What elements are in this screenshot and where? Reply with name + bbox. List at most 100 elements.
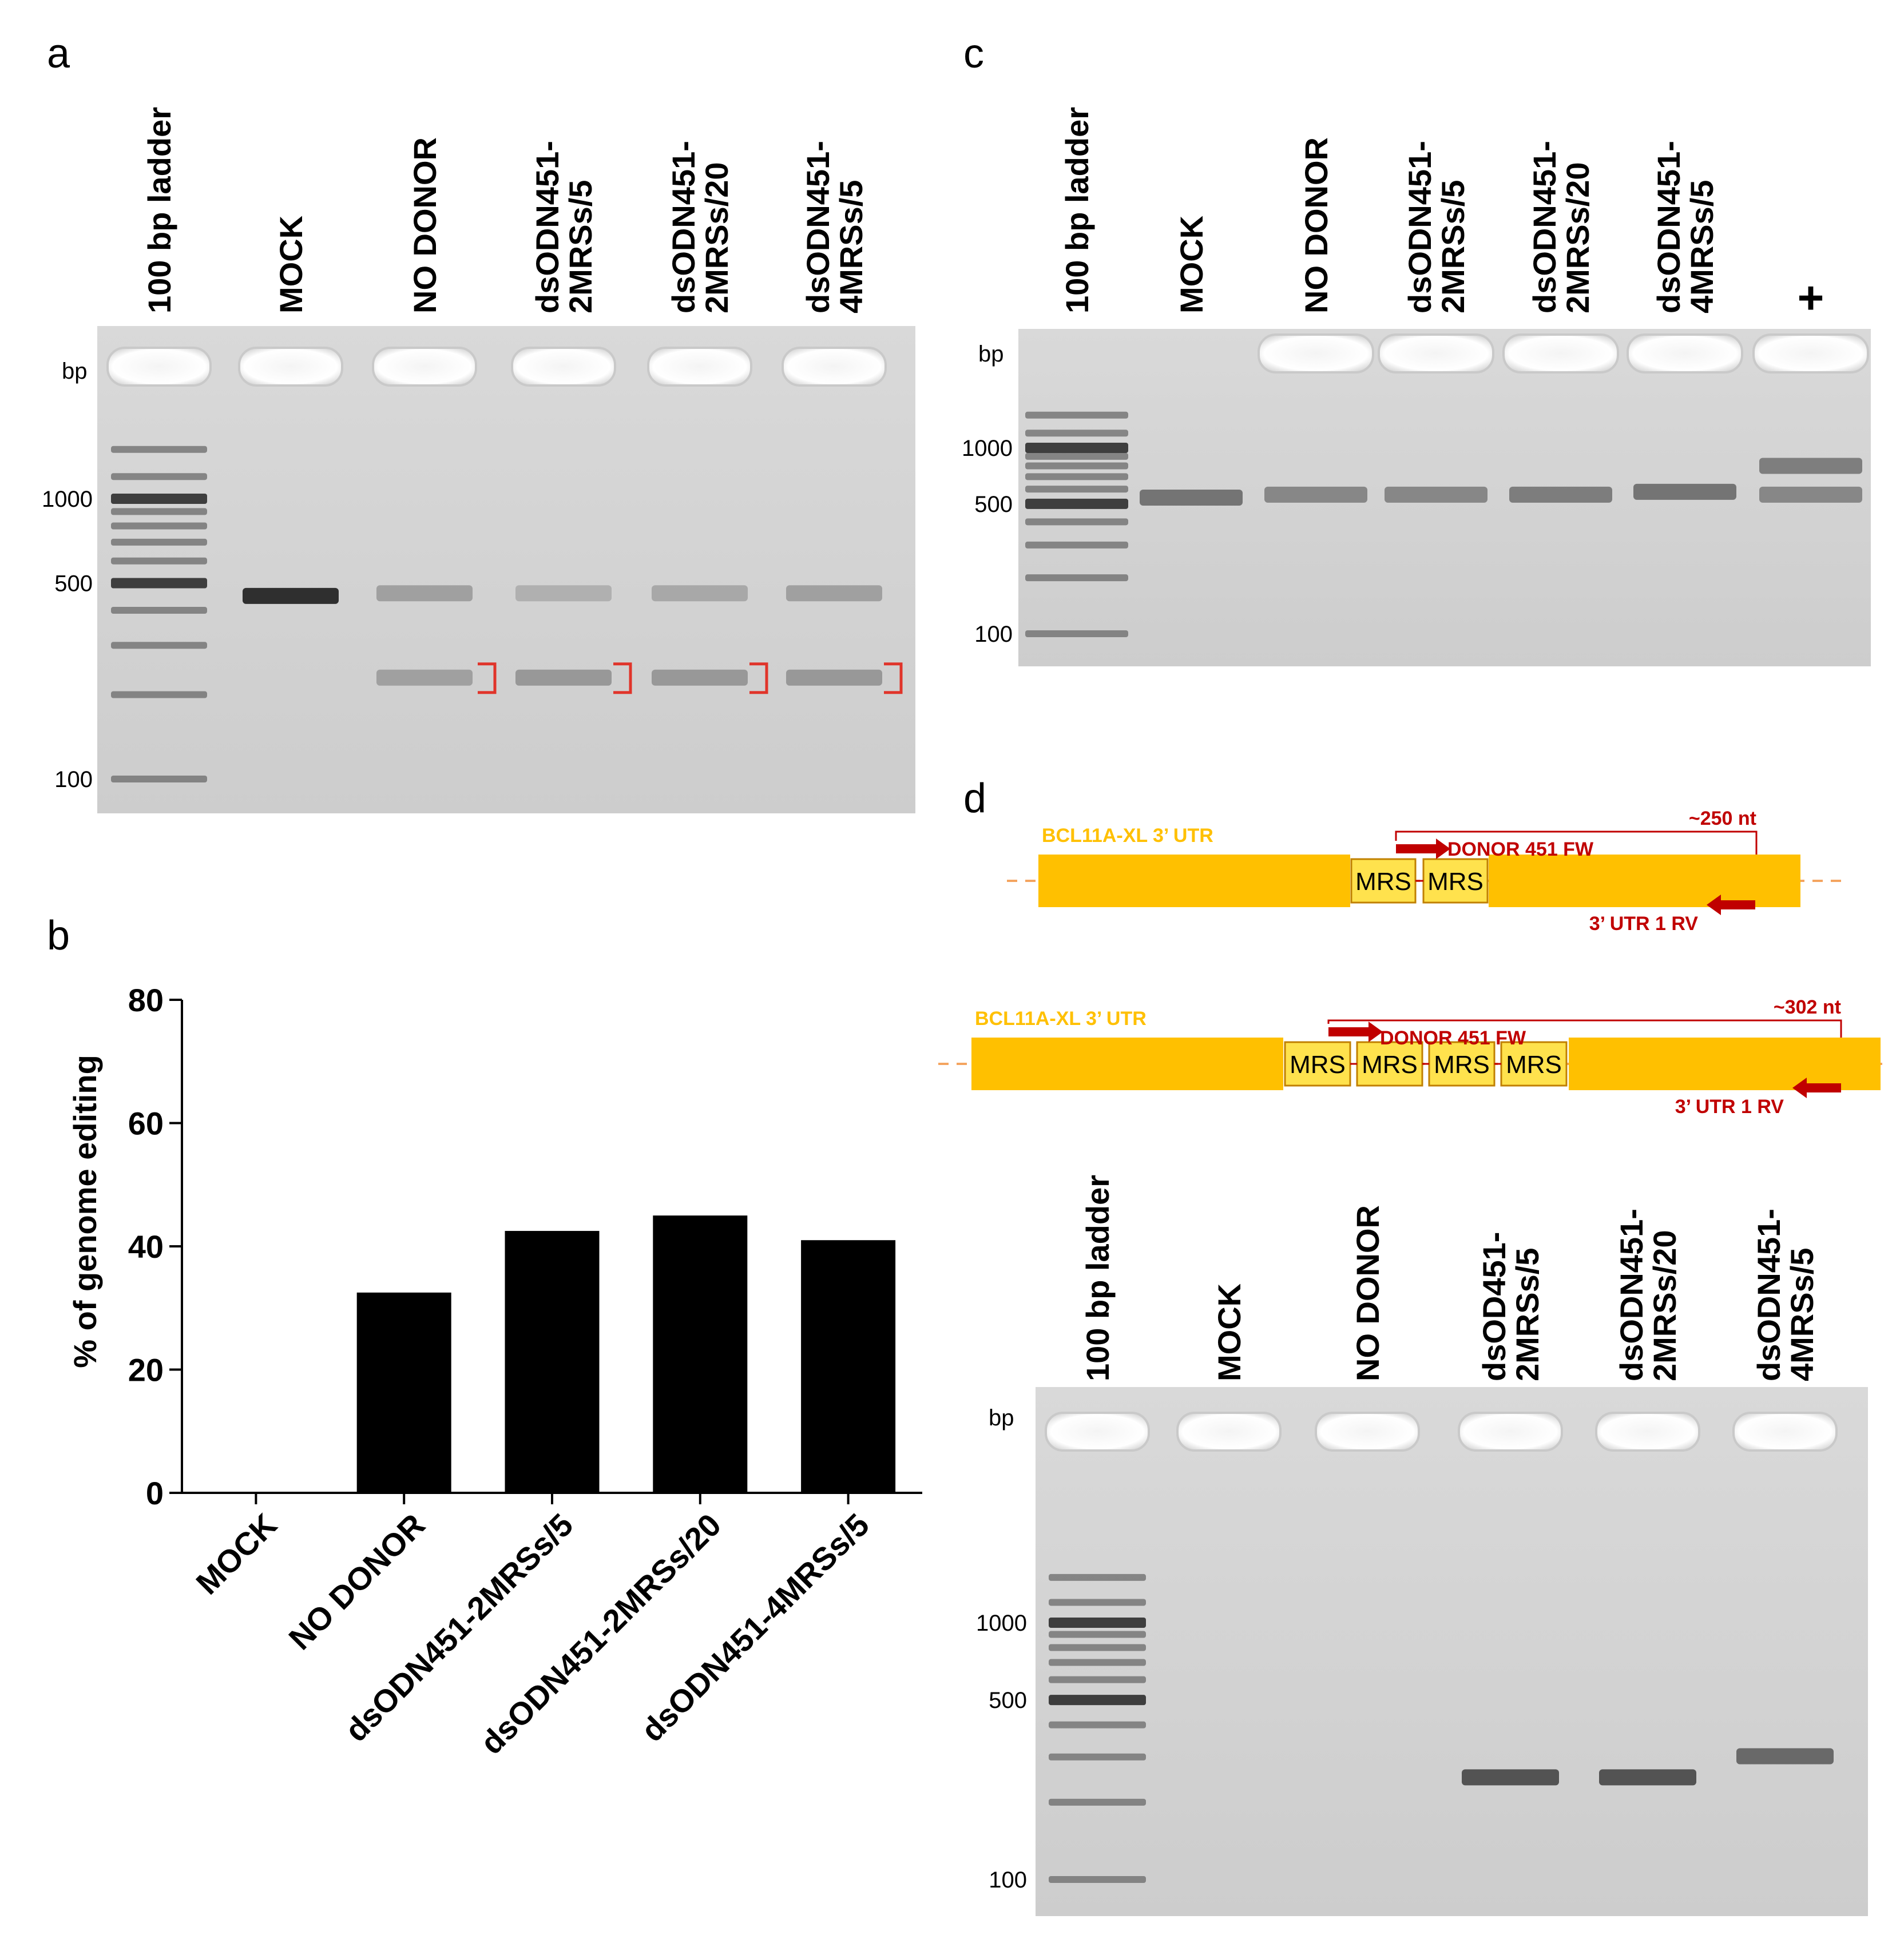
ladder-band — [111, 578, 207, 589]
ladder-band — [1049, 1876, 1146, 1883]
ladder-band — [1025, 574, 1128, 582]
panel-letter-a: a — [47, 31, 70, 77]
dna-band — [1736, 1748, 1834, 1765]
gel-well — [1045, 1412, 1150, 1452]
utr-label: BCL11A-XL 3’ UTR — [975, 1008, 1147, 1030]
mrs-label: MRS — [1362, 1051, 1418, 1079]
ladder-band — [1025, 518, 1128, 526]
y-tick-label: 40 — [128, 1229, 164, 1265]
ladder-band — [111, 538, 207, 546]
dna-band — [786, 585, 882, 602]
gel-well — [782, 347, 887, 387]
lane-label: MOCK — [273, 216, 309, 313]
y-tick-label: 0 — [146, 1475, 164, 1511]
size-marker-label: 1000 — [976, 1611, 1027, 1636]
mrs-label: MRS — [1290, 1051, 1346, 1079]
dna-band — [1633, 483, 1736, 500]
x-tick-label: dsODN451-2MRSs/20 — [473, 1507, 728, 1761]
gel-content — [1045, 1412, 1838, 1883]
amplicon-size-label: ~250 nt — [1689, 808, 1756, 829]
utr-label: BCL11A-XL 3’ UTR — [1042, 825, 1213, 847]
size-markers: 1000 500 100 — [976, 1611, 1027, 1893]
gel-well — [1315, 1412, 1420, 1452]
amplicon-line — [1327, 1019, 1842, 1038]
lane-label: dsODN451-2MRSs/20 — [1526, 141, 1596, 313]
forward-primer-arrow — [1328, 1022, 1383, 1042]
dna-band — [376, 585, 473, 602]
reverse-primer-label: 3’ UTR 1 RV — [1675, 1096, 1784, 1118]
lane-label: 100 bp ladder — [1080, 1175, 1116, 1381]
lane-label: MOCK — [1211, 1284, 1247, 1381]
lane-label: dsODN451-2MRSs/5 — [529, 141, 598, 313]
gel-well — [647, 347, 752, 387]
ladder-band — [1025, 462, 1128, 470]
gel-well — [1752, 333, 1869, 373]
lane-label: 100 bp ladder — [141, 107, 177, 313]
bp-label: bp — [989, 1405, 1014, 1431]
lane-label: NO DONOR — [1298, 137, 1334, 313]
mrs-block — [1356, 1041, 1423, 1087]
ladder-band — [111, 557, 207, 565]
bar — [653, 1215, 748, 1493]
panel-c: c 100 bp ladder MOCK NO DONOR dsODN451-2MRS… — [962, 31, 1871, 666]
panel-a: a 100 bp ladder MOCK NO DONOR dsODN451-2MRS… — [42, 31, 915, 813]
lane-labels: 100 bp ladder MOCK NO DONOR dsODN451-2MRSs/… — [141, 107, 869, 313]
ladder-band — [111, 642, 207, 649]
red-bracket — [884, 662, 903, 694]
mrs-block — [1428, 1041, 1496, 1087]
dna-band — [1385, 486, 1488, 503]
lane-labels: 100 bp ladder MOCK NO DONOR dsODN451-2MRSs/… — [1059, 107, 1824, 323]
gel-well — [1627, 333, 1743, 373]
ladder-band — [1025, 498, 1128, 509]
panel-letter-d: d — [963, 776, 986, 821]
bar — [505, 1231, 600, 1493]
ladder-band — [111, 494, 207, 504]
dna-band — [243, 587, 339, 604]
dna-band — [376, 669, 473, 686]
gel-well — [1458, 1412, 1563, 1452]
forward-primer-arrow — [1396, 839, 1450, 859]
panel-letter-c: c — [963, 31, 984, 77]
gel-well — [106, 347, 212, 387]
ladder-band — [111, 776, 207, 782]
y-axis-label: % of genome editing — [67, 1055, 103, 1368]
lane-label: dsODN451-2MRSs/5 — [1402, 141, 1471, 313]
dna-band — [652, 585, 748, 602]
dna-band — [1759, 486, 1862, 503]
utr-block — [1489, 855, 1800, 907]
lane-label: dsOD451-2MRSs/5 — [1476, 1232, 1545, 1381]
size-marker-label: 100 — [989, 1867, 1027, 1893]
ladder-band — [111, 446, 207, 453]
ladder-band — [1049, 1659, 1146, 1666]
panel-d: d MRS MRS BCL11A-XL 3’ UTR ~250 nt DONOR 451… — [938, 776, 1888, 1916]
ladder-band — [1049, 1721, 1146, 1729]
ladder-band — [1049, 1599, 1146, 1606]
forward-primer-label: DONOR 451 FW — [1447, 839, 1594, 860]
mrs-label: MRS — [1506, 1051, 1562, 1079]
ladder-band — [1049, 1631, 1146, 1638]
red-bracket — [478, 662, 497, 694]
ladder-band — [1025, 443, 1128, 453]
size-markers: 1000 500 100 — [962, 436, 1013, 647]
bp-label: bp — [62, 359, 88, 384]
ladder-band — [1025, 630, 1128, 637]
ladder-band — [1025, 430, 1128, 437]
x-tick-label: MOCK — [189, 1507, 284, 1602]
gel-image — [97, 326, 915, 813]
ladder-band — [1025, 411, 1128, 419]
ladder-band — [111, 691, 207, 698]
size-marker-label: 500 — [54, 571, 93, 597]
dna-band — [652, 669, 748, 686]
lane-label: dsODN451-2MRSs/20 — [1613, 1209, 1683, 1381]
dna-band — [786, 669, 882, 686]
mrs-block — [1350, 858, 1417, 904]
ladder-band — [1049, 1753, 1146, 1761]
dna-band — [1509, 486, 1612, 503]
panel-letter-b: b — [47, 913, 70, 959]
reverse-primer-arrow — [1707, 895, 1755, 915]
reverse-primer-label: 3’ UTR 1 RV — [1589, 913, 1699, 935]
gel-content — [1025, 333, 1869, 637]
